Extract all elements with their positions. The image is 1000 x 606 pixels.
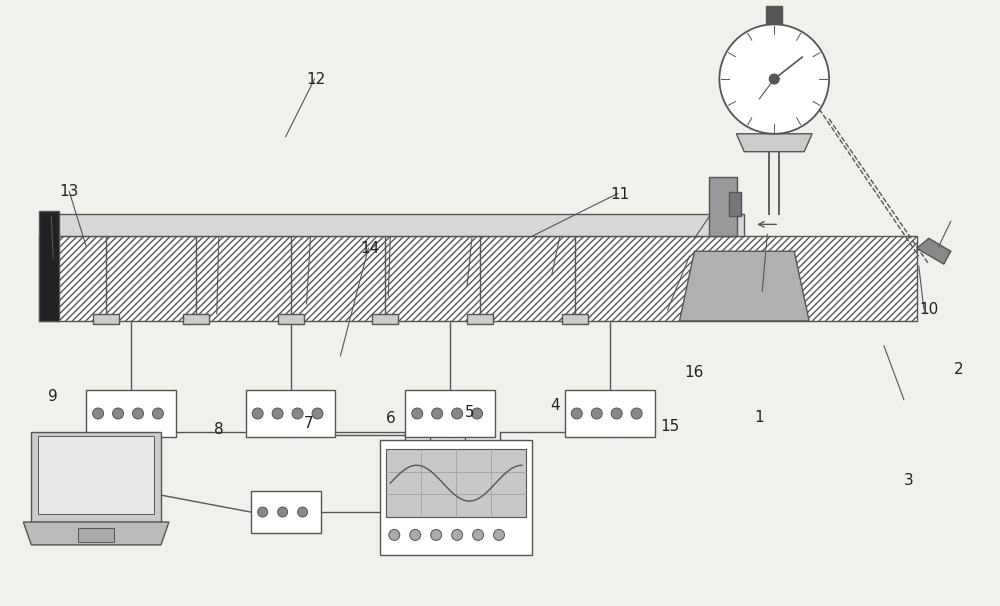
Circle shape xyxy=(93,408,104,419)
Text: 6: 6 xyxy=(385,411,395,426)
Circle shape xyxy=(258,507,268,517)
Text: 5: 5 xyxy=(465,405,475,421)
Text: 11: 11 xyxy=(610,187,629,202)
Circle shape xyxy=(719,24,829,134)
Text: 15: 15 xyxy=(660,419,679,434)
Bar xyxy=(372,314,398,324)
Text: 13: 13 xyxy=(60,184,79,199)
Circle shape xyxy=(431,530,442,541)
Bar xyxy=(183,314,209,324)
Bar xyxy=(729,191,741,216)
Text: 4: 4 xyxy=(550,398,560,413)
Circle shape xyxy=(292,408,303,419)
Bar xyxy=(39,211,59,321)
Bar xyxy=(86,390,176,438)
Circle shape xyxy=(252,408,263,419)
Circle shape xyxy=(452,408,463,419)
Circle shape xyxy=(432,408,443,419)
Circle shape xyxy=(412,408,423,419)
Circle shape xyxy=(152,408,163,419)
Bar xyxy=(405,390,495,438)
Circle shape xyxy=(452,530,463,541)
Circle shape xyxy=(410,530,421,541)
Bar xyxy=(562,314,588,324)
Bar xyxy=(467,314,493,324)
Circle shape xyxy=(312,408,323,419)
Bar xyxy=(565,390,655,438)
Bar xyxy=(278,314,304,324)
Text: 2: 2 xyxy=(954,362,964,377)
Circle shape xyxy=(494,530,504,541)
Text: 10: 10 xyxy=(919,302,938,316)
Circle shape xyxy=(133,408,143,419)
Polygon shape xyxy=(917,238,951,264)
Bar xyxy=(386,449,526,517)
Text: 14: 14 xyxy=(361,241,380,256)
Circle shape xyxy=(298,507,308,517)
Bar xyxy=(38,436,154,514)
Polygon shape xyxy=(680,251,809,321)
Circle shape xyxy=(769,74,779,84)
Bar xyxy=(56,215,744,236)
Text: 9: 9 xyxy=(48,389,58,404)
Circle shape xyxy=(272,408,283,419)
Circle shape xyxy=(591,408,602,419)
Circle shape xyxy=(631,408,642,419)
Circle shape xyxy=(611,408,622,419)
Text: 16: 16 xyxy=(685,365,704,380)
Text: 1: 1 xyxy=(754,410,764,425)
Bar xyxy=(709,176,737,236)
Circle shape xyxy=(278,507,288,517)
Polygon shape xyxy=(736,134,812,152)
Bar xyxy=(246,390,335,438)
Bar xyxy=(39,236,917,321)
Bar xyxy=(78,528,114,542)
Polygon shape xyxy=(23,522,169,545)
Circle shape xyxy=(473,530,484,541)
Circle shape xyxy=(472,408,483,419)
Circle shape xyxy=(571,408,582,419)
Text: 12: 12 xyxy=(306,72,325,87)
Text: 3: 3 xyxy=(904,473,914,488)
Circle shape xyxy=(113,408,124,419)
Circle shape xyxy=(389,530,400,541)
Bar xyxy=(31,433,161,522)
Bar xyxy=(766,7,782,24)
Bar xyxy=(93,314,119,324)
Text: 7: 7 xyxy=(304,416,313,431)
Bar xyxy=(380,441,532,555)
Text: 8: 8 xyxy=(214,422,224,437)
Bar xyxy=(251,491,320,533)
